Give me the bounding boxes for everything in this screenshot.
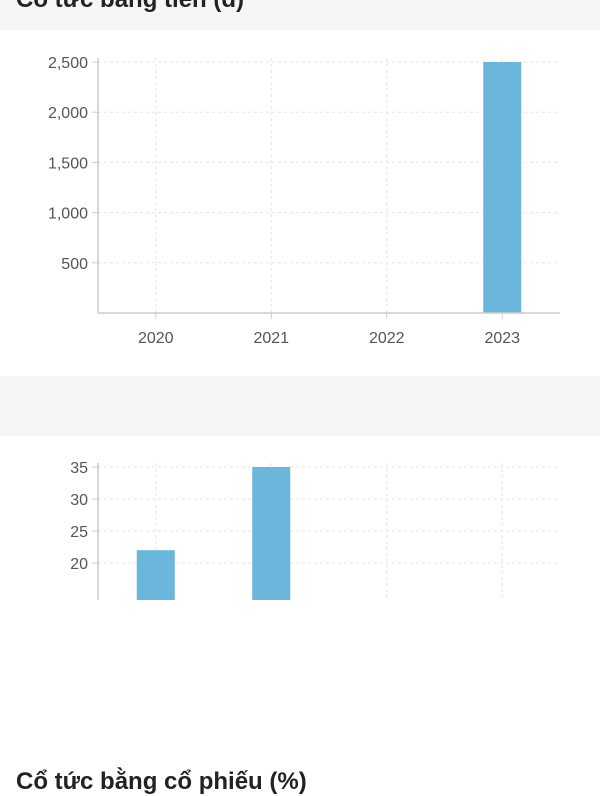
y-tick-label: 1,000 <box>48 206 88 223</box>
section-title: Cổ tức bằng cổ phiếu (%) <box>16 768 307 795</box>
y-tick-label: 35 <box>70 460 88 477</box>
y-tick-label: 30 <box>70 492 88 509</box>
y-tick-label: 500 <box>61 256 88 273</box>
x-tick-label: 2020 <box>138 330 174 347</box>
section-title: Cổ tức bằng tiền (đ) <box>16 0 244 14</box>
y-tick-label: 2,500 <box>48 55 88 72</box>
y-tick-label: 1,500 <box>48 155 88 172</box>
x-tick-label: 2022 <box>369 330 405 347</box>
bar-2023 <box>483 62 522 313</box>
x-tick-label: 2023 <box>484 330 520 347</box>
bar-2021 <box>252 467 291 600</box>
x-tick-label: 2021 <box>253 330 289 347</box>
section-header-stock-dividend: Cổ tức bằng cổ phiếu (%) <box>0 376 600 795</box>
section-header-cash-dividend: Cổ tức bằng tiền (đ) <box>0 0 600 30</box>
cash-dividend-chart: 500 1,000 1,500 2,000 2,500 2020 2021 2022 2023 <box>48 55 560 347</box>
y-tick-label: 20 <box>70 556 88 573</box>
y-tick-label: 2,000 <box>48 105 88 122</box>
y-tick-label: 25 <box>70 524 88 541</box>
bar-2020 <box>136 550 175 600</box>
stock-dividend-chart: 20 25 30 35 <box>70 460 560 600</box>
